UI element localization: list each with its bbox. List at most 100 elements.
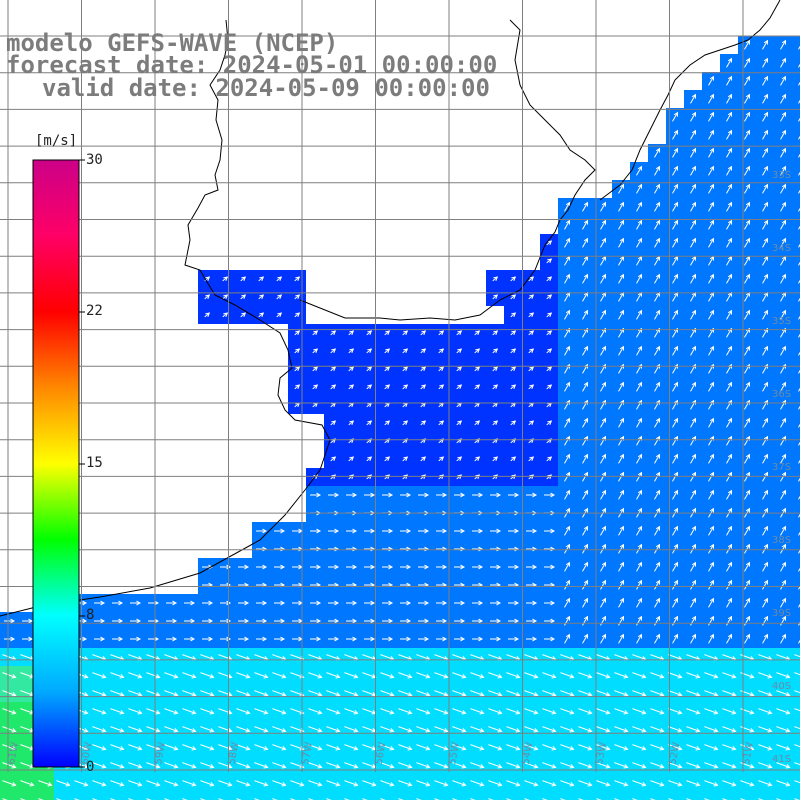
wind-arrow <box>690 418 696 428</box>
wind-arrow <box>146 798 152 800</box>
wind-arrow-head <box>745 597 751 603</box>
wind-arrow <box>798 603 800 608</box>
wind-arrow <box>506 798 512 800</box>
wind-arrow <box>708 346 714 356</box>
wind-arrow-head <box>767 782 773 787</box>
wind-vectors <box>2 39 800 800</box>
wind-arrow-head <box>731 692 737 697</box>
wind-arrow-head <box>331 330 337 335</box>
wind-arrow-head <box>709 381 715 387</box>
wind-arrow-head <box>280 600 286 606</box>
wind-arrow-head <box>749 692 755 697</box>
wind-arrow-head <box>641 728 647 733</box>
wind-arrow-head <box>727 489 733 495</box>
wind-arrow-head <box>154 618 160 624</box>
wind-arrow <box>672 166 678 176</box>
wind-arrow-head <box>619 417 625 423</box>
wind-arrow <box>618 256 624 266</box>
wind-cell <box>36 792 54 800</box>
wind-arrow-head <box>781 417 787 423</box>
wind-arrow <box>798 63 800 68</box>
wind-arrow-head <box>388 564 394 570</box>
wind-arrow <box>618 544 624 554</box>
wind-arrow-head <box>424 636 430 642</box>
wind-arrow <box>686 708 700 714</box>
wind-arrow <box>182 708 196 714</box>
wind-arrow <box>798 531 800 536</box>
wind-cell <box>270 792 288 800</box>
wind-arrow <box>722 672 736 678</box>
wind-arrow-head <box>587 710 593 715</box>
wind-cell <box>792 432 800 450</box>
wind-arrow <box>380 780 394 786</box>
wind-arrow <box>780 184 786 194</box>
wind-arrow <box>780 616 786 626</box>
wind-arrow <box>110 780 124 786</box>
wind-arrow-head <box>442 492 448 498</box>
wind-arrow <box>326 744 340 750</box>
wind-arrow <box>362 762 376 768</box>
wind-arrow-head <box>695 692 701 697</box>
wind-arrow <box>600 544 606 554</box>
wind-arrow-head <box>727 471 733 477</box>
wind-arrow <box>726 58 732 68</box>
wind-arrow <box>614 762 628 768</box>
wind-arrow-head <box>583 633 589 639</box>
wind-arrow <box>672 220 678 230</box>
wind-arrow-head <box>493 474 499 479</box>
wind-arrow-head <box>172 600 178 606</box>
wind-arrow-head <box>745 57 751 63</box>
wind-arrow <box>780 274 786 284</box>
wind-arrow-head <box>763 453 769 459</box>
wind-arrow <box>92 708 106 714</box>
wind-cell <box>792 198 800 216</box>
wind-arrow-head <box>709 219 715 225</box>
wind-arrow-head <box>727 237 733 243</box>
wind-arrow <box>636 454 642 464</box>
wind-arrow <box>146 780 160 786</box>
wind-arrow-head <box>547 474 553 479</box>
wind-arrow <box>740 798 746 800</box>
wind-arrow <box>726 256 732 266</box>
wind-arrow <box>690 346 696 356</box>
wind-arrow-head <box>550 492 556 498</box>
wind-arrow-head <box>245 746 251 751</box>
wind-arrow-head <box>511 294 517 299</box>
wind-arrow <box>600 616 606 626</box>
wind-arrow-head <box>709 615 715 621</box>
wind-arrow-head <box>781 129 787 135</box>
wind-arrow <box>564 400 570 410</box>
wind-arrow-head <box>695 710 701 715</box>
wind-arrow-head <box>731 764 737 769</box>
wind-arrow-head <box>673 309 679 315</box>
wind-arrow-head <box>529 384 535 389</box>
wind-arrow-head <box>659 710 665 715</box>
wind-arrow <box>668 726 682 732</box>
wind-arrow-head <box>10 636 16 642</box>
wind-cell <box>54 792 72 800</box>
wind-arrow-head <box>569 692 575 697</box>
wind-arrow <box>236 654 250 660</box>
wind-arrow <box>380 762 394 768</box>
wind-arrow-head <box>317 674 323 679</box>
wind-arrow <box>672 436 678 446</box>
wind-arrow-head <box>479 692 485 697</box>
wind-arrow-head <box>172 636 178 642</box>
wind-arrow-head <box>155 674 161 679</box>
wind-arrow <box>542 762 556 768</box>
wind-arrow-head <box>569 746 575 751</box>
wind-arrow-head <box>601 489 607 495</box>
wind-arrow <box>506 672 520 678</box>
wind-arrow-head <box>713 746 719 751</box>
wind-arrow <box>672 256 678 266</box>
wind-arrow-head <box>367 456 373 461</box>
wind-arrow <box>434 798 440 800</box>
wind-arrow-head <box>623 746 629 751</box>
wind-arrow <box>20 672 34 678</box>
wind-arrow-head <box>136 600 142 606</box>
wind-arrow <box>708 490 714 500</box>
wind-arrow <box>344 654 358 660</box>
wind-arrow-head <box>619 237 625 243</box>
wind-arrow <box>758 798 764 800</box>
wind-arrow <box>542 690 556 696</box>
